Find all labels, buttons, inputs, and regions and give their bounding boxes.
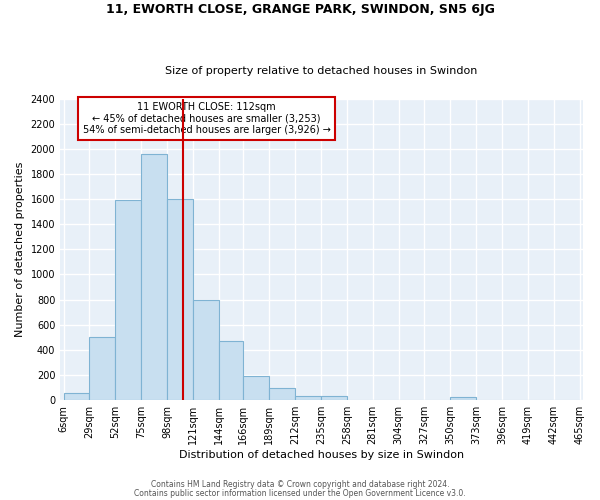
- Text: Contains HM Land Registry data © Crown copyright and database right 2024.: Contains HM Land Registry data © Crown c…: [151, 480, 449, 489]
- Text: Contains public sector information licensed under the Open Government Licence v3: Contains public sector information licen…: [134, 488, 466, 498]
- Bar: [244, 376, 269, 400]
- Bar: [321, 396, 347, 400]
- Title: Size of property relative to detached houses in Swindon: Size of property relative to detached ho…: [166, 66, 478, 76]
- Bar: [115, 200, 141, 400]
- Bar: [219, 341, 244, 400]
- Bar: [64, 392, 89, 400]
- Bar: [295, 396, 321, 400]
- X-axis label: Distribution of detached houses by size in Swindon: Distribution of detached houses by size …: [179, 450, 464, 460]
- Text: 11 EWORTH CLOSE: 112sqm
← 45% of detached houses are smaller (3,253)
54% of semi: 11 EWORTH CLOSE: 112sqm ← 45% of detache…: [83, 102, 331, 134]
- Bar: [167, 199, 193, 400]
- Bar: [451, 397, 476, 400]
- Bar: [193, 300, 219, 400]
- Bar: [89, 338, 115, 400]
- Bar: [269, 388, 295, 400]
- Text: 11, EWORTH CLOSE, GRANGE PARK, SWINDON, SN5 6JG: 11, EWORTH CLOSE, GRANGE PARK, SWINDON, …: [106, 2, 494, 16]
- Bar: [141, 154, 167, 400]
- Y-axis label: Number of detached properties: Number of detached properties: [15, 162, 25, 337]
